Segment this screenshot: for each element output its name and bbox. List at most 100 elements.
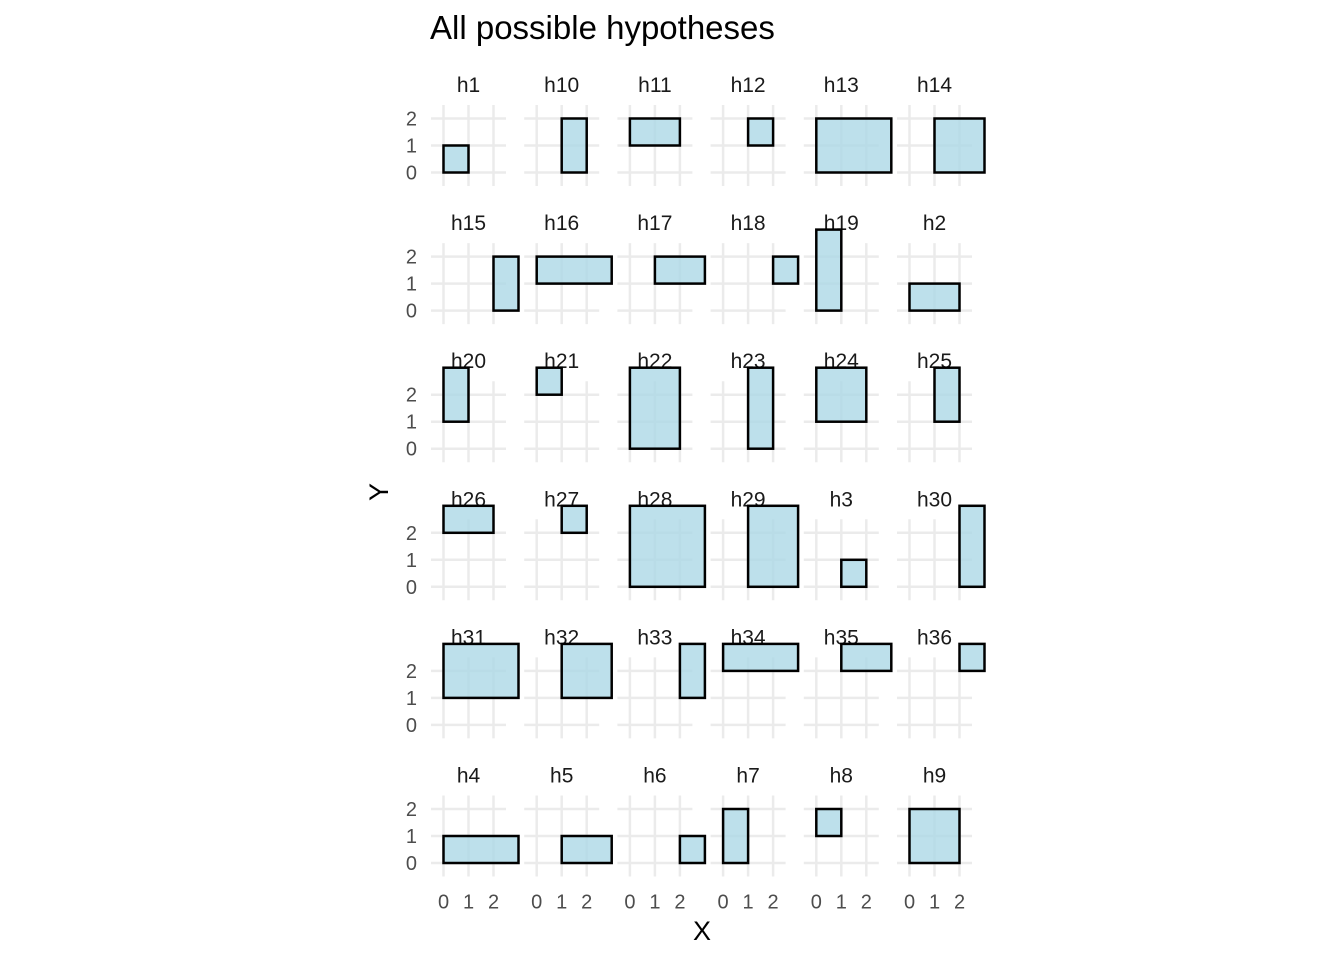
x-tick-label: 1 [463,892,474,914]
x-tick-label: 2 [581,892,592,914]
y-tick-label: 0 [406,715,417,737]
y-tick-label: 2 [406,661,417,683]
facet-panel: h11 [617,74,693,186]
hypothesis-rect [442,366,470,423]
facet-panel: h35 [803,626,893,739]
facet-panel: h15 0 1 2 [406,212,520,325]
hypothesis-rect [535,255,613,285]
y-tick-label: 2 [406,523,417,545]
facet-panel: h13 [803,74,893,186]
hypothesis-rect [815,807,843,838]
facet-panel: h19 [803,212,879,325]
hypothesis-rect [746,504,800,589]
x-tick-label: 2 [861,892,872,914]
hypothesis-rect [628,117,682,147]
facet-strip-label: h16 [544,212,579,235]
hypothesis-rect [535,366,563,396]
facet-panel: h3 [803,488,879,601]
facet-panel: h23 [710,350,786,463]
y-tick-label: 1 [406,550,417,572]
facet-panel: h16 [524,212,613,325]
hypothesis-rect [908,282,961,312]
y-tick-label: 0 [406,577,417,599]
facet-panel: h33 [617,626,707,739]
facet-panel: h36 [897,626,986,739]
facet-panel: h32 [524,626,613,739]
facet-strip-label: h15 [451,212,486,235]
x-tick-label: 1 [556,892,567,914]
x-tick-label: 1 [929,892,940,914]
y-tick-label: 1 [406,412,417,434]
hypothesis-rect [560,642,613,700]
x-tick-label: 1 [743,892,754,914]
hypothesis-rect [840,558,868,589]
facet-panel: h24 [803,350,879,463]
facet-strip-label: h6 [643,765,666,788]
facet-strip-label: h2 [923,212,946,235]
hypothesis-rect [492,255,520,312]
x-tick-label: 2 [954,892,965,914]
facet-strip-label: h3 [830,488,853,511]
facet-panel: h30 [897,488,986,601]
facet-panel: h29 [710,488,800,601]
y-tick-label: 1 [406,136,417,158]
y-tick-label: 2 [406,247,417,269]
facet-strip-label: h11 [638,74,671,97]
hypothesis-rect [958,504,986,589]
facet-panel: h14 [897,74,986,186]
hypothesis-rect [840,642,893,673]
facet-strip-label: h33 [637,626,672,649]
facet-strip-label: h5 [550,765,573,788]
hypothesis-rect [653,255,707,285]
facet-strip-label: h9 [923,765,946,788]
y-tick-label: 2 [406,799,417,821]
hypothesis-rect [678,642,707,700]
facet-strip-label: h14 [917,74,952,97]
x-tick-label: 0 [531,892,542,914]
facet-panel: h17 [617,212,707,325]
facet-panel: h27 [524,488,600,601]
facet-panel: h9 0 1 2 [897,765,972,914]
hypothesis-rect [933,366,961,423]
hypothesis-rect [815,366,868,423]
facet-panel: h18 [710,212,800,325]
hypothesis-rect [746,366,775,450]
chart-title: All possible hypotheses [430,9,775,46]
hypothesis-rect [628,366,682,450]
facet-panel: h8 0 1 2 [803,765,879,914]
y-tick-label: 2 [406,109,417,131]
facet-strip-label: h17 [637,212,672,235]
x-tick-label: 0 [904,892,915,914]
hypothesis-rect [815,228,843,312]
facet-panel: h22 [617,350,693,463]
facet-panel: h28 [617,488,707,601]
hypothesis-rect [815,117,893,174]
hypothesis-rect [933,117,986,174]
y-axis-label: Y [364,483,394,501]
facet-panel: h34 [710,626,800,739]
y-tick-label: 0 [406,163,417,185]
facet-strip-label: h8 [830,765,853,788]
facet-panel: h7 0 1 2 [710,765,786,914]
facet-strip-label: h36 [917,626,952,649]
facet-panel: h1 0 1 2 [406,74,506,186]
facet-panel: h10 [524,74,600,186]
facet-panel: h2 [897,212,972,325]
facet-panel: h25 [897,350,972,463]
facet-panel: h5 0 1 2 [524,765,613,914]
hypothesis-rect [771,255,800,285]
hypothesis-rect [721,642,800,673]
hypothesis-rect [442,834,520,865]
hypothesis-rect [442,504,495,535]
hypothesis-rect [721,807,750,865]
facet-strip-label: h10 [544,74,579,97]
facet-strip-label: h18 [731,212,766,235]
hypothesis-rect [560,504,588,535]
facet-strip-label: h30 [917,488,952,511]
hypothesis-rect [958,642,986,673]
